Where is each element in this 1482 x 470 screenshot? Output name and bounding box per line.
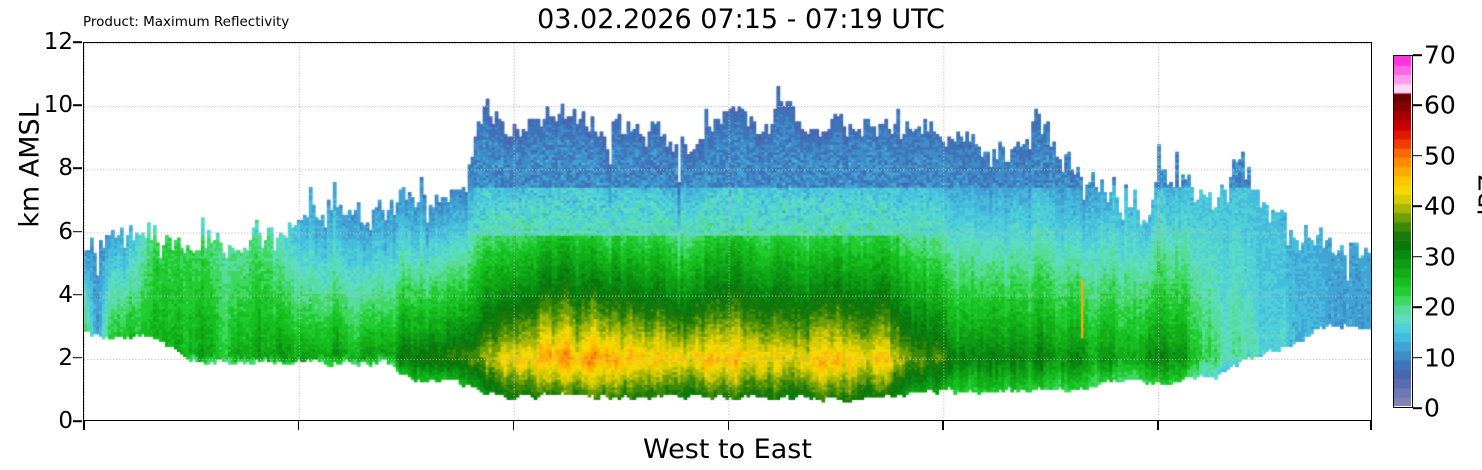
y-tick-mark: [73, 293, 82, 296]
y-tick-mark: [73, 230, 82, 233]
y-tick-label: 12: [43, 29, 73, 55]
colorbar-tick-label: 60: [1424, 90, 1456, 120]
colorbar-tick-mark: [1413, 54, 1422, 56]
y-tick-mark: [73, 420, 82, 422]
y-tick-label: 10: [43, 92, 73, 119]
y-axis-tick-labels: 0 2 4 6 8 10 12: [0, 29, 73, 434]
colorbar-tick-mark: [1413, 104, 1422, 107]
x-tick-mark: [297, 421, 300, 430]
x-tick-mark: [512, 421, 515, 430]
plot-area: [83, 42, 1372, 421]
product-label: Product: Maximum Reflectivity: [83, 14, 290, 30]
x-axis-tick-marks: [83, 421, 1372, 431]
x-tick-mark: [1157, 421, 1159, 430]
colorbar-tick-marks: [1393, 54, 1427, 409]
colorbar: [1393, 55, 1413, 408]
colorbar-tick-mark: [1413, 306, 1422, 308]
colorbar-title: dBZ: [1473, 174, 1482, 225]
colorbar-tick-label: 10: [1424, 343, 1456, 373]
colorbar-tick-mark: [1413, 155, 1422, 157]
reflectivity-heatmap: [84, 43, 1371, 420]
colorbar-tick-mark: [1413, 407, 1422, 409]
y-tick-label: 0: [58, 408, 73, 434]
x-tick-mark: [727, 421, 730, 430]
colorbar-tick-labels: 0 10 20 30 40 50 60 70: [1414, 41, 1474, 423]
y-tick-label: 2: [58, 344, 73, 371]
x-tick-mark: [1370, 421, 1372, 430]
y-tick-mark: [73, 167, 82, 170]
x-axis-label: West to East: [643, 434, 812, 465]
colorbar-tick-mark: [1413, 255, 1422, 258]
y-tick-mark: [73, 41, 82, 43]
y-tick-label: 6: [58, 218, 73, 245]
colorbar-tick-mark: [1413, 356, 1422, 359]
y-tick-mark: [73, 104, 82, 106]
colorbar-tick-mark: [1413, 205, 1422, 208]
colorbar-tick-label: 0: [1424, 393, 1440, 423]
colorbar-tick-label: 20: [1424, 292, 1456, 322]
colorbar-tick-label: 40: [1424, 191, 1456, 221]
chart-title: 03.02.2026 07:15 - 07:19 UTC: [537, 4, 945, 35]
y-tick-mark: [73, 357, 82, 359]
colorbar-tick-label: 50: [1424, 141, 1456, 171]
y-axis-tick-marks: [0, 41, 83, 422]
y-tick-label: 8: [58, 155, 73, 182]
x-tick-mark: [942, 421, 944, 430]
y-tick-label: 4: [58, 281, 73, 308]
colorbar-tick-label: 30: [1424, 242, 1456, 272]
x-tick-mark: [83, 421, 85, 430]
colorbar-tick-label: 70: [1424, 40, 1456, 70]
colorbar-gradient: [1394, 56, 1411, 406]
